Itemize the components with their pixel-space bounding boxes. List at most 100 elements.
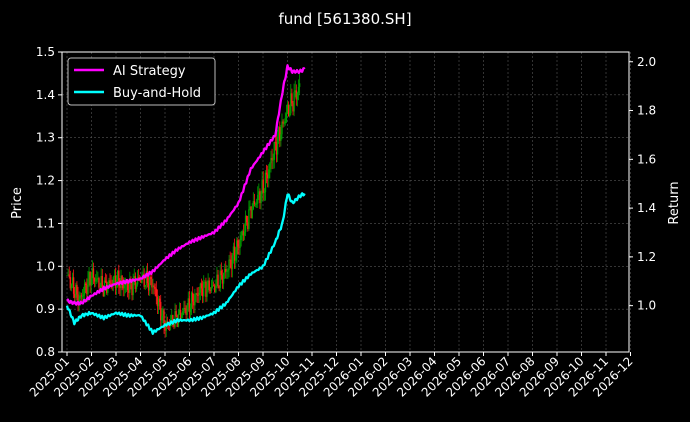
candle-body: [189, 307, 192, 313]
candle-body: [93, 277, 96, 282]
candle-body: [296, 92, 299, 100]
candle-body: [67, 274, 69, 276]
candle-body: [124, 284, 127, 286]
candle-body: [280, 134, 282, 141]
candle-body: [232, 246, 235, 256]
candle-body: [90, 278, 92, 286]
candle-body: [187, 298, 189, 306]
candle-body: [117, 270, 119, 281]
candle-body: [185, 308, 187, 315]
candle-body: [234, 254, 237, 261]
left-tick-label: 0.8: [36, 345, 55, 359]
right-tick-label: 1.2: [637, 250, 656, 264]
candle-body: [161, 315, 163, 321]
candle-body: [100, 275, 102, 288]
legend-box: [67, 57, 216, 106]
candle-body: [284, 121, 286, 124]
candle-body: [206, 288, 208, 297]
candle-body: [94, 279, 97, 282]
return-lines: [65, 64, 306, 335]
candle-body: [163, 310, 165, 327]
candle-body: [178, 309, 181, 314]
candle-body: [107, 285, 109, 293]
left-axis-label: Price: [10, 187, 25, 219]
candle-body: [212, 285, 215, 287]
right-axis-label: Return: [667, 181, 682, 224]
candle-body: [248, 209, 250, 230]
left-tick-label: 1.4: [36, 88, 55, 102]
candle-body: [295, 90, 298, 100]
candle-body: [215, 286, 217, 293]
candle-body: [88, 271, 90, 279]
left-tick-label: 1.2: [36, 174, 55, 188]
candle-body: [112, 277, 115, 286]
candle-body: [96, 278, 98, 280]
candle-body: [230, 259, 232, 270]
candle-body: [239, 239, 241, 248]
candle-body: [291, 93, 293, 104]
candle-body: [81, 296, 84, 297]
candle-body: [201, 288, 204, 297]
candle-body: [221, 275, 224, 284]
candle-body: [279, 127, 281, 141]
candle-body: [223, 269, 226, 273]
candle-body: [254, 204, 257, 205]
candle-body: [240, 235, 242, 240]
candle-body: [228, 259, 230, 270]
candle-body: [229, 259, 231, 261]
candle-body: [271, 157, 273, 161]
candle-body: [250, 206, 252, 219]
candle-body: [126, 282, 129, 291]
candle-body: [87, 278, 89, 294]
candle-body: [251, 208, 253, 219]
candle-body: [175, 311, 177, 317]
candle-body: [99, 287, 101, 288]
candle-body: [298, 83, 301, 87]
candle-body: [204, 281, 206, 283]
buy-and-hold-line: [65, 192, 306, 335]
candle-body: [198, 292, 200, 296]
candle-body: [70, 284, 73, 289]
candle-body: [294, 90, 296, 92]
candle-body: [152, 285, 154, 288]
price-candles: [66, 73, 301, 338]
left-tick-label: 1.5: [36, 45, 55, 59]
candle-body: [72, 277, 75, 294]
candle-body: [196, 293, 198, 295]
candle-body: [219, 270, 221, 289]
candle-body: [261, 179, 263, 195]
candle-body: [220, 270, 223, 276]
ai-strategy-line: [66, 64, 306, 306]
candle-body: [147, 283, 150, 291]
candle-body: [79, 295, 81, 299]
candle-body: [179, 309, 182, 318]
candle-body: [209, 290, 212, 292]
candle-body: [258, 191, 260, 195]
candle-body: [108, 280, 110, 286]
left-tick-label: 0.9: [36, 302, 55, 316]
candle-body: [243, 231, 246, 236]
left-tick-label: 1.0: [36, 259, 55, 273]
candle-body: [191, 292, 194, 302]
candle-body: [265, 172, 268, 175]
candle-body: [144, 285, 146, 287]
candle-body: [274, 141, 277, 143]
candle-body: [160, 301, 162, 321]
candle-body: [275, 142, 278, 155]
candle-body: [129, 279, 131, 293]
candle-body: [104, 280, 107, 282]
candle-body: [102, 287, 105, 297]
candle-body: [172, 315, 174, 325]
candle-body: [247, 222, 249, 230]
candle-body: [222, 272, 225, 284]
candle-body: [66, 274, 68, 276]
candle-body: [128, 290, 130, 293]
legend-label-ai: AI Strategy: [113, 64, 186, 79]
candle-body: [211, 285, 214, 288]
candle-body: [82, 294, 85, 297]
candle-body: [249, 206, 251, 210]
candle-body: [91, 268, 94, 279]
left-tick-label: 1.1: [36, 216, 55, 230]
candle-body: [226, 271, 228, 273]
